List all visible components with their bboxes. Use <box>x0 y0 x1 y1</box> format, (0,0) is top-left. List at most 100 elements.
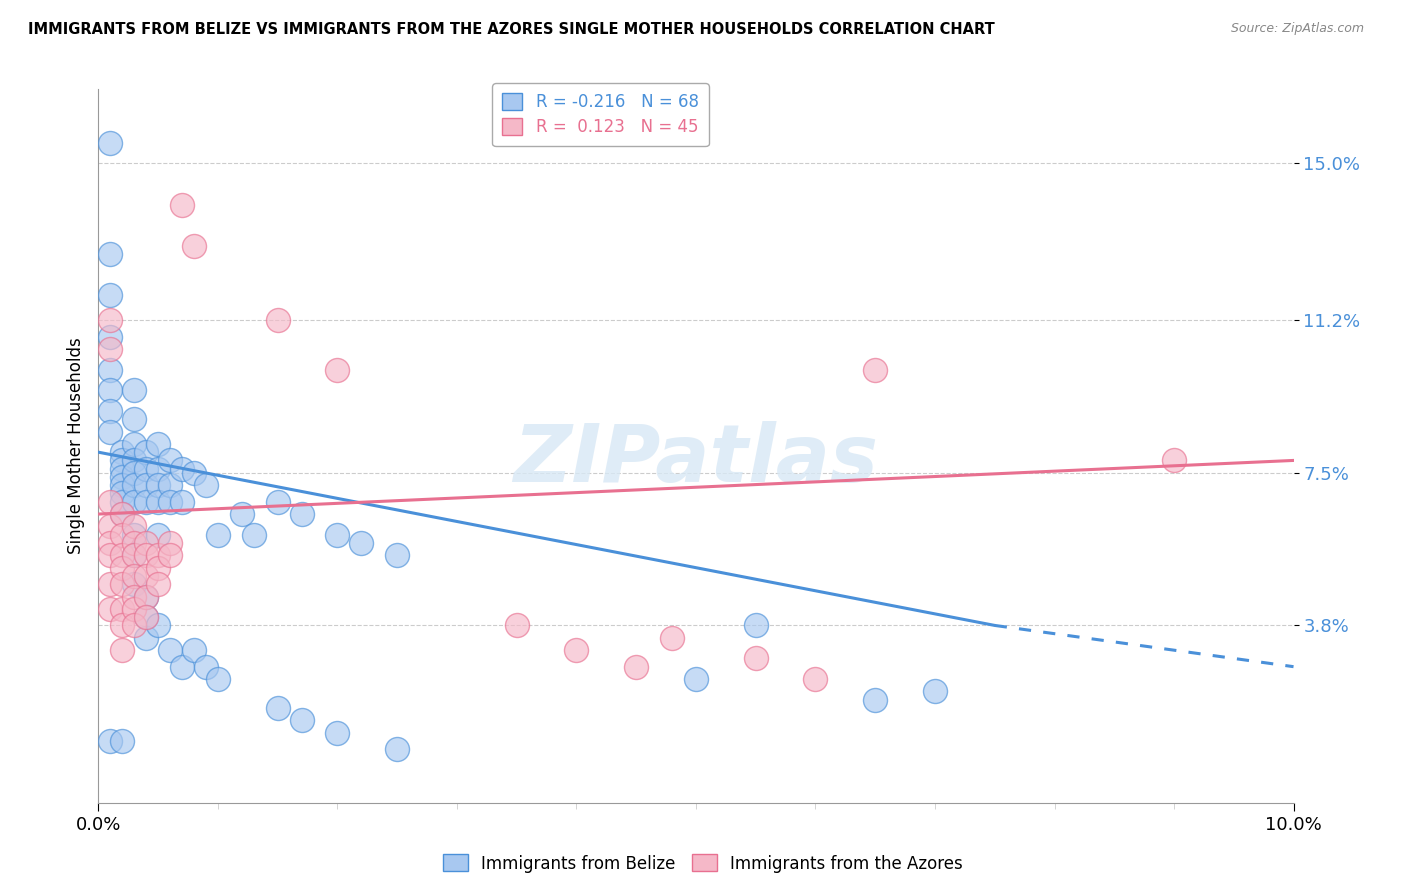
Point <box>326 362 349 376</box>
Point <box>98 404 122 418</box>
Text: ZIPatlas: ZIPatlas <box>513 421 879 500</box>
Point <box>111 453 134 467</box>
Point <box>135 610 157 624</box>
Point <box>124 384 146 398</box>
Point <box>267 494 290 508</box>
Point <box>98 342 122 356</box>
Point <box>124 602 146 616</box>
Point <box>195 659 218 673</box>
Point <box>124 549 146 563</box>
Point <box>98 313 122 327</box>
Point <box>172 494 194 508</box>
Point <box>506 618 529 632</box>
Point <box>865 362 887 376</box>
Point <box>111 445 134 459</box>
Point <box>111 618 134 632</box>
Point <box>148 618 170 632</box>
Point <box>111 507 134 521</box>
Point <box>159 549 181 563</box>
Point <box>124 590 146 604</box>
Point <box>172 197 194 211</box>
Point <box>124 453 146 467</box>
Point <box>98 425 122 439</box>
Point <box>745 618 768 632</box>
Point <box>98 549 122 563</box>
Point <box>159 494 181 508</box>
Point <box>124 412 146 426</box>
Point <box>98 384 122 398</box>
Point <box>135 461 157 475</box>
Point <box>326 527 349 541</box>
Point <box>291 714 314 728</box>
Point <box>98 602 122 616</box>
Point <box>326 725 349 739</box>
Point <box>183 239 205 253</box>
Point <box>98 288 122 302</box>
Point <box>111 486 134 500</box>
Point <box>291 507 314 521</box>
Point <box>124 527 146 541</box>
Point <box>148 478 170 492</box>
Point <box>135 590 157 604</box>
Point <box>98 536 122 550</box>
Point <box>135 536 157 550</box>
Point <box>267 313 290 327</box>
Point <box>924 684 946 698</box>
Point <box>135 549 157 563</box>
Point <box>385 742 409 756</box>
Point <box>124 549 146 563</box>
Point <box>135 569 157 583</box>
Point <box>111 734 134 748</box>
Point <box>267 701 290 715</box>
Point <box>385 549 409 563</box>
Point <box>804 672 827 686</box>
Point <box>111 470 134 484</box>
Point <box>124 437 146 451</box>
Point <box>626 659 648 673</box>
Point <box>124 519 146 533</box>
Point <box>98 247 122 261</box>
Point <box>207 672 229 686</box>
Point <box>111 478 134 492</box>
Point <box>124 569 146 583</box>
Point <box>135 590 157 604</box>
Point <box>685 672 707 686</box>
Point <box>159 643 181 657</box>
Point <box>98 329 122 343</box>
Point <box>111 507 134 521</box>
Point <box>135 478 157 492</box>
Point <box>111 527 134 541</box>
Point <box>111 602 134 616</box>
Point <box>148 560 170 574</box>
Text: IMMIGRANTS FROM BELIZE VS IMMIGRANTS FROM THE AZORES SINGLE MOTHER HOUSEHOLDS CO: IMMIGRANTS FROM BELIZE VS IMMIGRANTS FRO… <box>28 22 995 37</box>
Point <box>148 461 170 475</box>
Point <box>111 494 134 508</box>
Point <box>183 466 205 480</box>
Point <box>124 577 146 591</box>
Point <box>195 478 218 492</box>
Point <box>745 651 768 665</box>
Point <box>148 577 170 591</box>
Point <box>98 362 122 376</box>
Point <box>135 610 157 624</box>
Point <box>148 527 170 541</box>
Y-axis label: Single Mother Households: Single Mother Households <box>66 338 84 554</box>
Point <box>243 527 266 541</box>
Point <box>148 494 170 508</box>
Point <box>111 577 134 591</box>
Point <box>135 631 157 645</box>
Text: Source: ZipAtlas.com: Source: ZipAtlas.com <box>1230 22 1364 36</box>
Point <box>172 461 194 475</box>
Point <box>98 734 122 748</box>
Point <box>159 478 181 492</box>
Point <box>124 478 146 492</box>
Legend: R = -0.216   N = 68, R =  0.123   N = 45: R = -0.216 N = 68, R = 0.123 N = 45 <box>492 83 709 146</box>
Point <box>124 494 146 508</box>
Point <box>124 466 146 480</box>
Point <box>865 692 887 706</box>
Point <box>148 437 170 451</box>
Point <box>148 549 170 563</box>
Point <box>111 549 134 563</box>
Point <box>159 453 181 467</box>
Point <box>159 536 181 550</box>
